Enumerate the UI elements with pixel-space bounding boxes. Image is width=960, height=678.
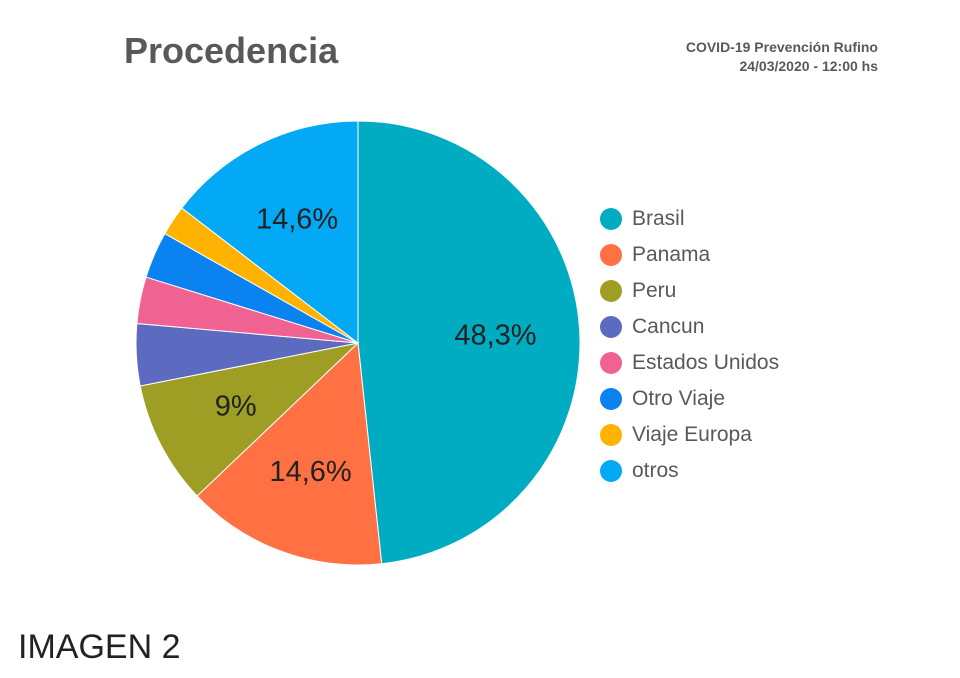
pie-slice-otros: [181, 120, 359, 345]
timestamp-text: 24/03/2020 - 12:00 hs: [739, 58, 878, 74]
legend-swatch: [600, 244, 622, 266]
legend-swatch: [600, 208, 622, 230]
legend-swatch: [600, 388, 622, 410]
legend-label: Otro Viaje: [632, 387, 725, 410]
data-label-panama: 14,6%: [269, 456, 351, 488]
legend-item-viaje-europa: Viaje Europa: [600, 417, 779, 453]
legend-item-peru: Peru: [600, 273, 779, 309]
data-label-brasil: 48,3%: [454, 320, 536, 352]
source-text: COVID-19 Prevención Rufino: [685, 39, 878, 55]
legend-label: Cancun: [632, 315, 705, 338]
pie-slice-peru: [139, 342, 360, 497]
legend-label: Peru: [632, 279, 677, 302]
legend-label: otros: [632, 459, 679, 482]
legend-item-estados-unidos: Estados Unidos: [600, 345, 779, 381]
legend-item-otros: otros: [600, 453, 779, 489]
legend-item-cancun: Cancun: [600, 309, 779, 345]
legend-label: Brasil: [632, 207, 685, 230]
image-caption: IMAGEN 2: [18, 628, 181, 666]
legend-swatch: [600, 280, 622, 302]
pie-slice-panama: [196, 341, 383, 566]
chart-source-info: COVID-19 Prevención Rufino 24/03/2020 - …: [686, 38, 878, 76]
chart-title: Procedencia: [124, 30, 339, 71]
legend-swatch: [600, 460, 622, 482]
data-label-otros: 14,6%: [256, 204, 338, 236]
legend-item-brasil: Brasil: [600, 201, 779, 237]
legend-label: Estados Unidos: [632, 351, 780, 374]
chart-legend: Brasil Panama Peru Cancun Estados Unidos Otro…: [600, 201, 779, 489]
legend-item-panama: Panama: [600, 237, 779, 273]
legend-item-otro-viaje: Otro Viaje: [600, 381, 779, 417]
legend-swatch: [600, 424, 622, 446]
legend-label: Panama: [632, 243, 711, 266]
pie-slice-brasil: [357, 120, 581, 565]
legend-label: Viaje Europa: [632, 423, 752, 446]
data-label-peru: 9%: [215, 390, 257, 422]
legend-swatch: [600, 316, 622, 338]
legend-swatch: [600, 352, 622, 374]
